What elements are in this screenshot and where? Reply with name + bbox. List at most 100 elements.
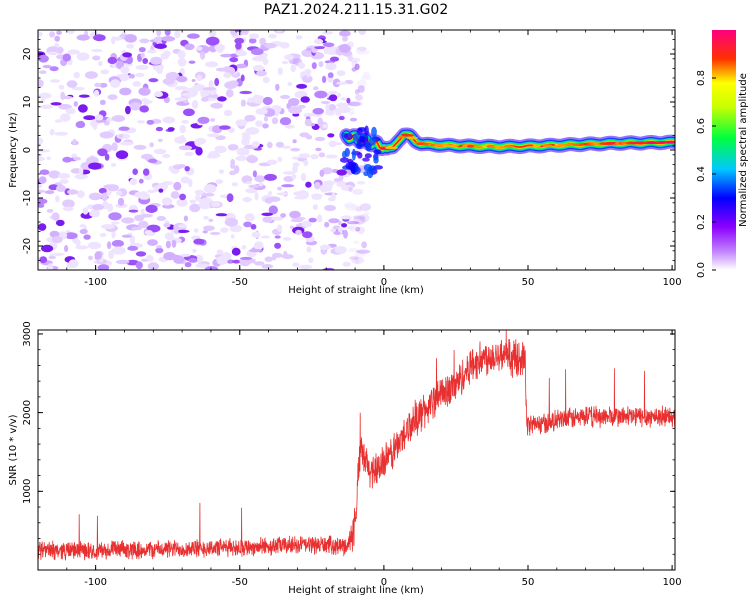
noise-blob xyxy=(51,212,60,221)
noise-blob xyxy=(350,205,365,211)
signal-hotspot xyxy=(384,146,399,150)
noise-blob xyxy=(357,85,365,93)
noise-blob xyxy=(116,190,123,196)
noise-blob xyxy=(133,144,147,150)
noise-blob xyxy=(328,90,338,95)
noise-blob xyxy=(40,104,53,110)
noise-blob xyxy=(141,258,148,262)
noise-blob xyxy=(132,81,141,87)
noise-blob xyxy=(248,248,263,253)
noise-blob xyxy=(47,263,54,270)
noise-blob xyxy=(148,78,159,83)
noise-blob xyxy=(189,199,196,204)
noise-blob xyxy=(242,133,251,141)
noise-blob xyxy=(76,52,90,61)
noise-blob xyxy=(292,139,297,144)
noise-blob xyxy=(320,185,328,193)
onset-blob xyxy=(341,150,347,159)
noise-blob xyxy=(155,247,164,254)
noise-blob xyxy=(216,255,228,265)
noise-blob xyxy=(117,197,125,206)
noise-blob xyxy=(282,237,292,241)
snr-frame xyxy=(37,329,676,571)
noise-blob xyxy=(342,36,348,42)
noise-blob xyxy=(356,249,371,254)
noise-blob xyxy=(282,145,291,149)
noise-blob xyxy=(339,30,351,37)
noise-blob xyxy=(353,215,366,225)
noise-blob xyxy=(39,256,48,264)
noise-blob xyxy=(277,156,283,163)
noise-blob xyxy=(322,31,333,35)
noise-blob xyxy=(219,227,229,233)
noise-blob xyxy=(130,226,143,231)
noise-blob xyxy=(336,81,348,85)
noise-blob xyxy=(124,34,137,43)
noise-blob xyxy=(49,128,55,136)
noise-blob xyxy=(352,215,366,220)
noise-blob xyxy=(301,220,312,228)
y-tick-label: -20 xyxy=(22,238,33,254)
snr-y-axis-label: SNR (10 * v/v) xyxy=(8,414,19,485)
x-tick-label: 50 xyxy=(522,277,535,288)
noise-blob xyxy=(315,147,322,152)
noise-blob xyxy=(162,153,171,159)
noise-blob xyxy=(141,153,153,160)
noise-blob xyxy=(163,252,176,261)
noise-blob xyxy=(139,105,149,113)
noise-blob xyxy=(342,261,351,267)
noise-blob xyxy=(73,101,79,107)
noise-blob xyxy=(139,38,150,44)
x-tick-label: -100 xyxy=(84,577,107,588)
onset-blob xyxy=(369,165,376,172)
noise-blob xyxy=(231,182,238,187)
noise-blob xyxy=(118,126,130,131)
noise-blob xyxy=(318,152,326,158)
noise-blob xyxy=(348,186,353,193)
noise-blob xyxy=(318,61,324,68)
noise-blob xyxy=(300,96,310,103)
noise-blob xyxy=(290,147,301,152)
noise-blob xyxy=(246,155,258,164)
x-tick-label: 100 xyxy=(663,277,682,288)
noise-blob xyxy=(62,156,73,163)
noise-blob xyxy=(88,162,102,170)
noise-blob xyxy=(319,169,325,177)
noise-blob xyxy=(248,184,259,189)
noise-blob xyxy=(176,86,184,91)
noise-blob xyxy=(275,83,280,91)
noise-blob xyxy=(74,174,88,180)
noise-blob xyxy=(287,81,293,87)
noise-blob xyxy=(149,142,154,148)
noise-blob xyxy=(163,50,171,57)
noise-blob xyxy=(245,188,258,194)
noise-blob xyxy=(129,102,142,111)
noise-blob xyxy=(229,214,236,219)
onset-blob xyxy=(356,142,363,150)
onset-blob xyxy=(351,148,356,161)
noise-blob xyxy=(351,67,357,72)
noise-blob xyxy=(362,71,371,79)
noise-blob xyxy=(348,224,358,232)
x-tick-label: -50 xyxy=(232,277,248,288)
noise-blob xyxy=(106,241,112,250)
noise-blob xyxy=(300,173,307,182)
noise-blob xyxy=(127,245,139,251)
noise-blob xyxy=(234,37,245,45)
noise-blob xyxy=(51,236,63,244)
noise-blob xyxy=(99,233,107,237)
noise-blob xyxy=(135,72,145,78)
noise-blob xyxy=(188,178,193,188)
noise-blob xyxy=(121,217,135,224)
noise-blob xyxy=(170,191,180,199)
noise-blob xyxy=(353,240,360,244)
noise-blob xyxy=(325,154,338,159)
noise-blob xyxy=(82,207,89,215)
noise-blob xyxy=(323,46,329,55)
noise-blob xyxy=(142,58,149,64)
noise-blob xyxy=(308,217,317,223)
noise-blob xyxy=(214,77,220,87)
noise-blob xyxy=(147,158,158,164)
noise-blob xyxy=(279,42,290,49)
